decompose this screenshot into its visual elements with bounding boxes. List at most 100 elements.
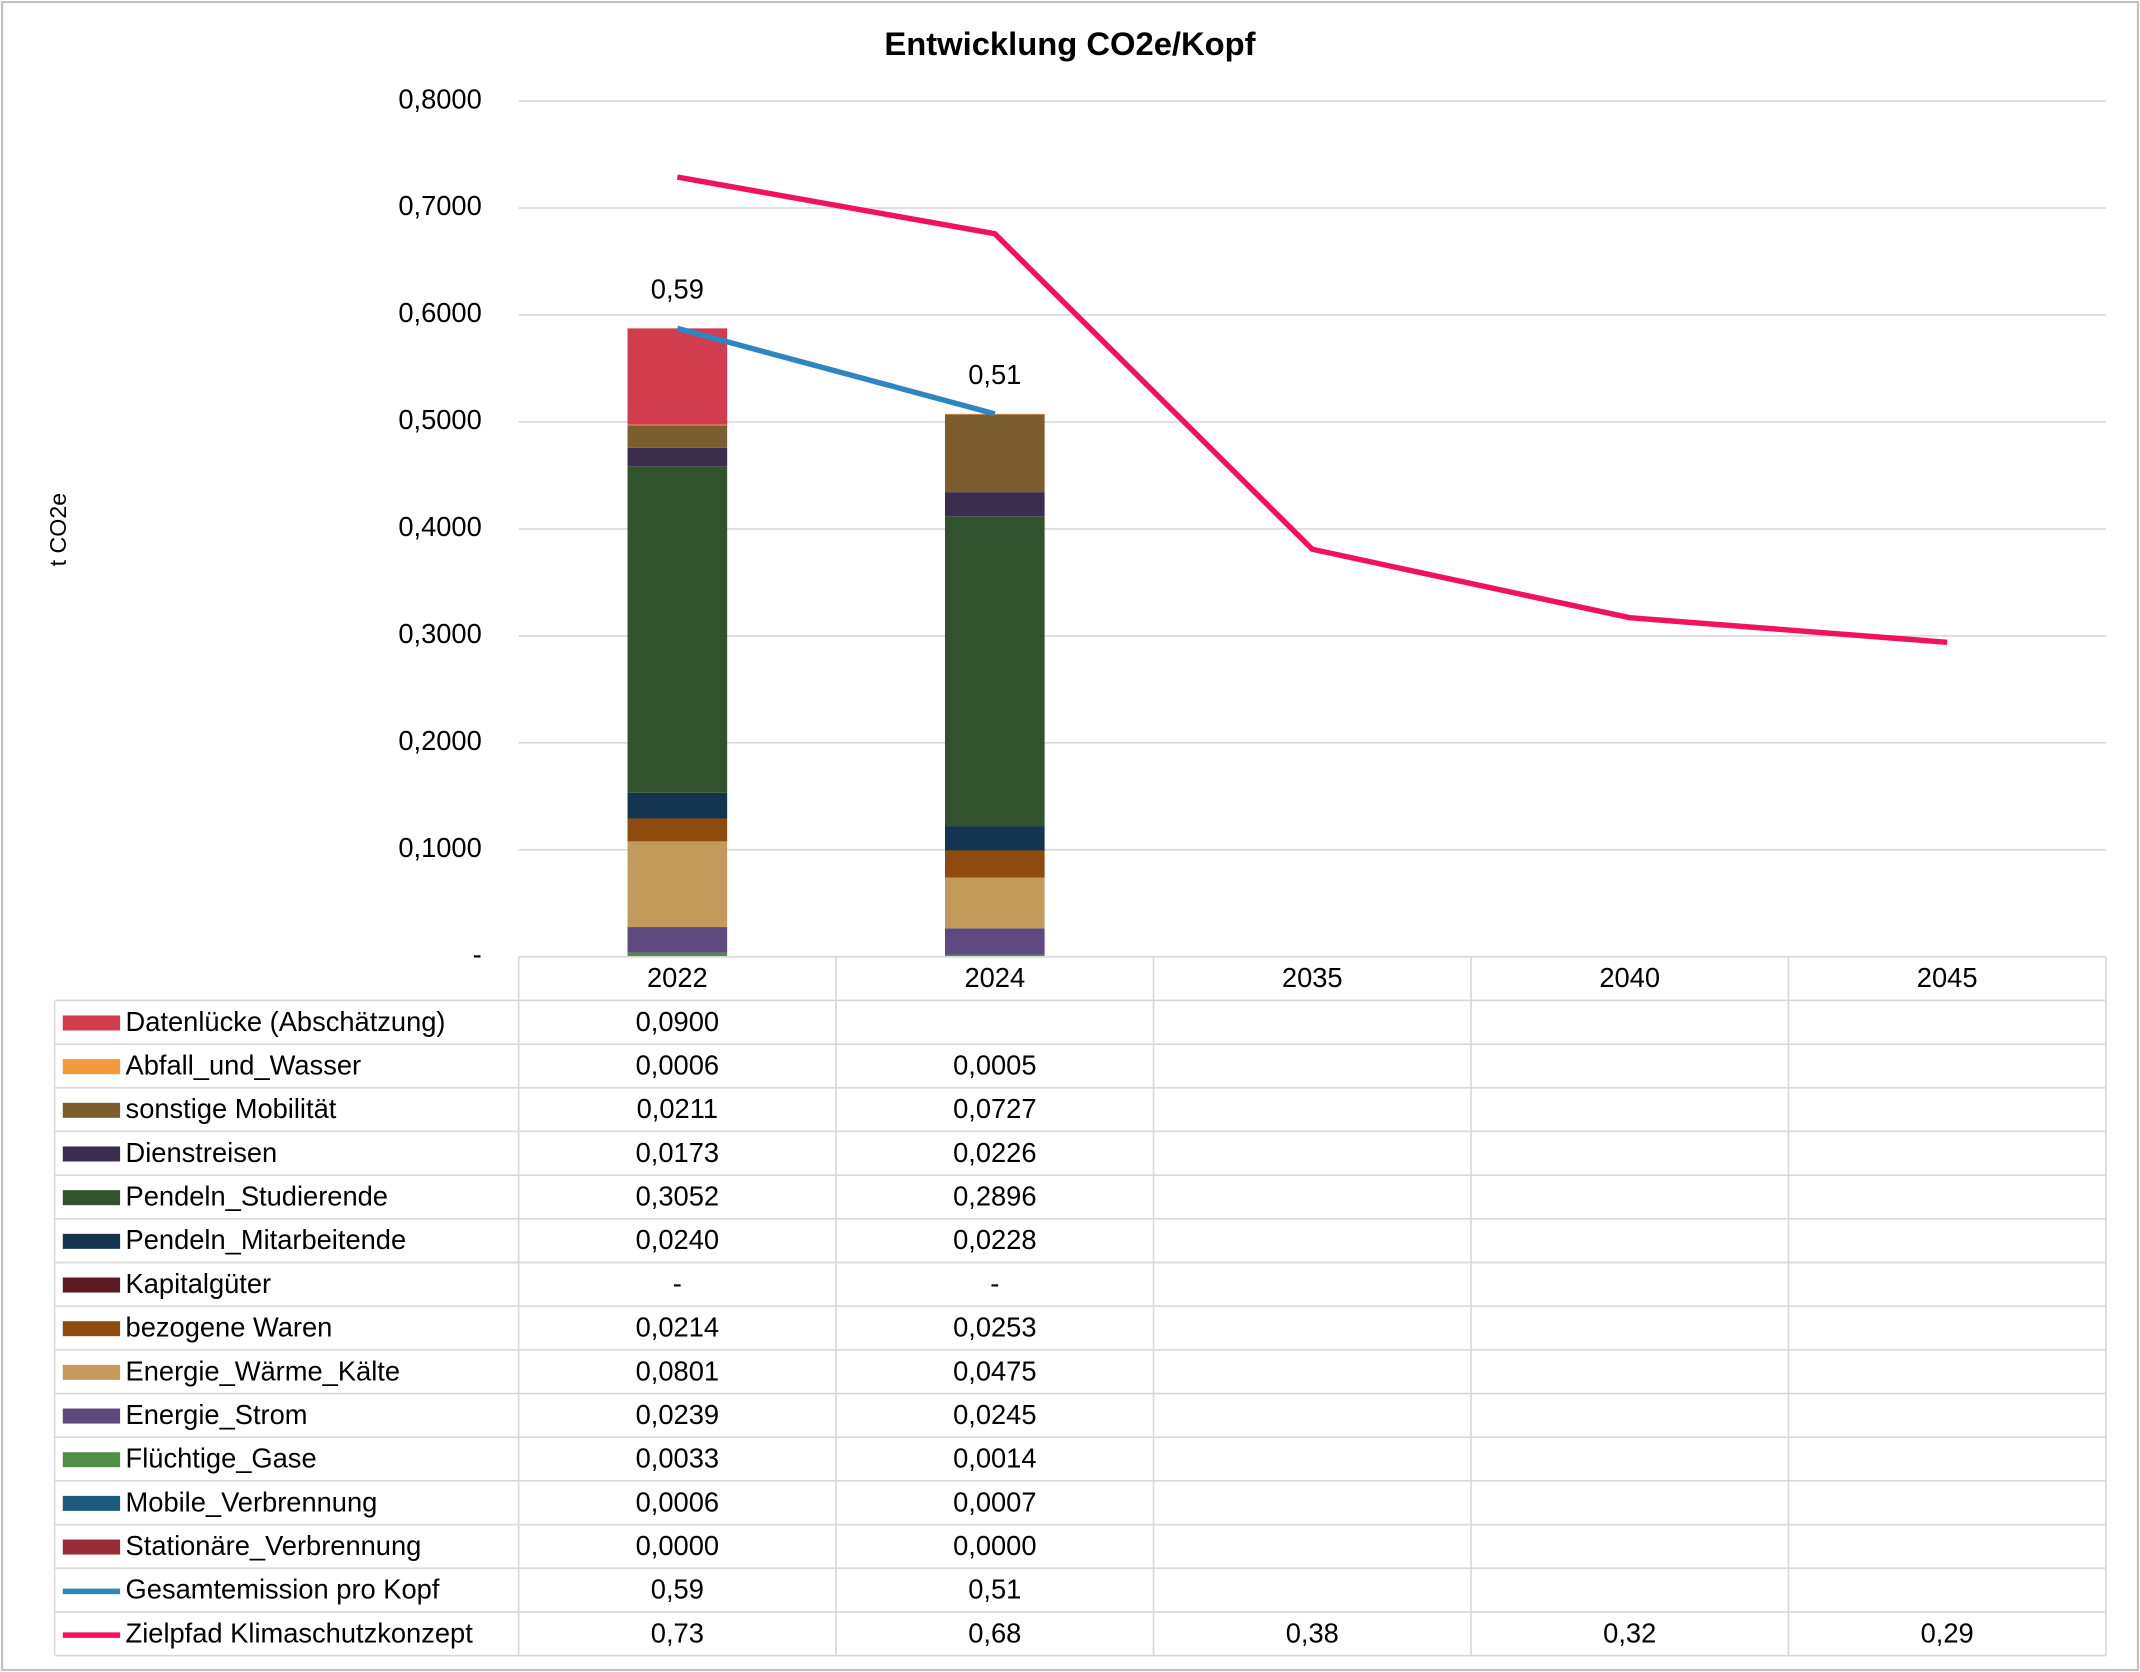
y-tick-label: 0,7000	[398, 190, 481, 221]
data-label: 0,51	[968, 359, 1021, 390]
y-tick-label: 0,4000	[398, 511, 481, 542]
table-cell: -	[673, 1268, 682, 1299]
legend-label: sonstige Mobilität	[126, 1093, 337, 1124]
legend-label: Mobile_Verbrennung	[126, 1486, 378, 1517]
table-cell: 0,0211	[637, 1093, 718, 1124]
y-tick-label: 0,2000	[398, 725, 481, 756]
bar-segment	[944, 877, 1045, 929]
table-cell: 0,0253	[953, 1312, 1036, 1343]
table-cell: 0,0006	[636, 1486, 719, 1517]
legend-label: Energie_Strom	[126, 1399, 308, 1430]
bar-segment	[627, 841, 728, 928]
bar-segment	[627, 927, 728, 953]
legend-swatch	[62, 1452, 121, 1468]
legend-swatch	[62, 1146, 121, 1162]
legend-swatch	[62, 1495, 121, 1511]
table-cell: 0,68	[968, 1617, 1021, 1648]
bar-segment	[944, 826, 1045, 851]
legend-swatch	[62, 1015, 121, 1031]
legend-label: Zielpfad Klimaschutzkonzept	[126, 1617, 474, 1648]
table-cell: 0,0006	[636, 1050, 719, 1081]
table-cell: 0,0239	[636, 1399, 719, 1430]
legend-swatch	[62, 1321, 121, 1337]
table-cell: 0,0226	[953, 1137, 1036, 1168]
bar-segment	[944, 516, 1045, 827]
legend-label: Flüchtige_Gase	[126, 1443, 317, 1474]
bar-segment	[627, 792, 728, 819]
x-tick-label: 2024	[964, 962, 1025, 993]
legend-label: Stationäre_Verbrennung	[126, 1530, 422, 1561]
x-tick-label: 2022	[647, 962, 708, 993]
legend-label: Energie_Wärme_Kälte	[126, 1355, 400, 1386]
legend-label: bezogene Waren	[126, 1312, 333, 1343]
bar-segment	[627, 466, 728, 793]
table-cell: 0,59	[651, 1574, 704, 1605]
legend-swatch	[62, 1190, 121, 1206]
legend-swatch	[62, 1233, 121, 1249]
y-axis-label: t CO2e	[45, 493, 71, 566]
bar-segment	[944, 850, 1045, 878]
table-cell: 0,0727	[953, 1093, 1036, 1124]
table-cell: 0,38	[1286, 1617, 1339, 1648]
y-tick-label: -	[473, 939, 482, 970]
legend-label: Pendeln_Mitarbeitende	[126, 1224, 407, 1255]
y-tick-label: 0,5000	[398, 404, 481, 435]
table-cell: 0,2896	[953, 1181, 1036, 1212]
legend-swatch	[62, 1277, 121, 1293]
table-cell: 0,0240	[636, 1224, 719, 1255]
x-tick-label: 2035	[1282, 962, 1343, 993]
table-cell: 0,0005	[953, 1050, 1036, 1081]
table-cell: 0,0245	[953, 1399, 1036, 1430]
table-cell: 0,3052	[636, 1181, 719, 1212]
x-tick-label: 2045	[1917, 962, 1978, 993]
y-tick-label: 0,6000	[398, 297, 481, 328]
table-cell: 0,0173	[636, 1137, 719, 1168]
legend-swatch	[62, 1364, 121, 1380]
table-cell: 0,0007	[953, 1486, 1036, 1517]
table-cell: 0,29	[1921, 1617, 1974, 1648]
x-tick-label: 2040	[1599, 962, 1660, 993]
y-tick-label: 0,8000	[398, 83, 481, 114]
table-cell: 0,0475	[953, 1355, 1036, 1386]
table-cell: 0,0228	[953, 1224, 1036, 1255]
data-label: 0,59	[651, 274, 704, 305]
table-cell: 0,73	[651, 1617, 704, 1648]
bar-segment	[627, 328, 728, 425]
bar-segment	[627, 952, 728, 957]
table-cell: 0,51	[968, 1574, 1021, 1605]
legend-swatch	[62, 1059, 121, 1075]
table-cell: 0,0033	[636, 1443, 719, 1474]
legend-label: Pendeln_Studierende	[126, 1181, 388, 1212]
line	[676, 174, 1948, 646]
bar-segment	[944, 413, 1045, 415]
legend-swatch	[62, 1408, 121, 1424]
bar-segment	[944, 928, 1045, 955]
table-cell: 0,32	[1603, 1617, 1656, 1648]
y-tick-label: 0,1000	[398, 832, 481, 863]
bar-segment	[627, 818, 728, 842]
table-cell: 0,0000	[636, 1530, 719, 1561]
legend-label: Datenlücke (Abschätzung)	[126, 1006, 446, 1037]
table-cell: 0,0214	[636, 1312, 719, 1343]
legend-swatch	[62, 1539, 121, 1555]
bar-segment	[944, 414, 1045, 493]
table-cell: 0,0900	[636, 1006, 719, 1037]
table-cell: 0,0014	[953, 1443, 1036, 1474]
legend-swatch	[62, 1102, 121, 1118]
legend-label: Gesamtemission pro Kopf	[126, 1574, 440, 1605]
legend-label: Kapitalgüter	[126, 1268, 272, 1299]
bar-segment	[944, 954, 1045, 957]
y-tick-label: 0,3000	[398, 618, 481, 649]
table-cell: -	[990, 1268, 999, 1299]
line	[676, 325, 996, 417]
legend-label: Abfall_und_Wasser	[126, 1050, 362, 1081]
legend-label: Dienstreisen	[126, 1137, 278, 1168]
bar-segment	[627, 425, 728, 448]
chart-title: Entwicklung CO2e/Kopf	[884, 25, 1255, 62]
bar-segment	[944, 492, 1045, 517]
table-cell: 0,0000	[953, 1530, 1036, 1561]
bar-segment	[627, 424, 728, 426]
table-cell: 0,0801	[636, 1355, 719, 1386]
